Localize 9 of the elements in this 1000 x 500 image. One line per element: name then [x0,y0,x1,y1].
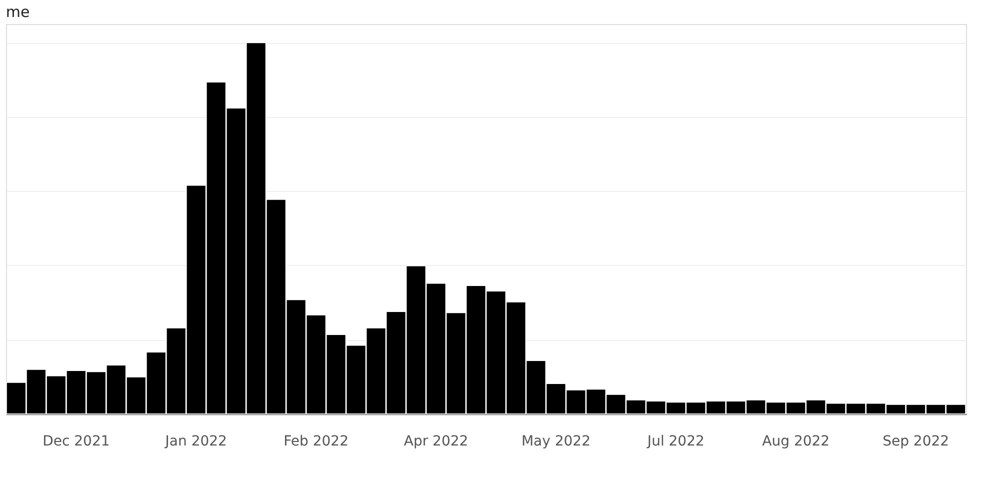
x-tick-label: Feb 2022 [284,434,349,450]
x-tick-label: Aug 2022 [762,434,830,450]
chart-title: me [6,3,30,21]
x-tick-label: Apr 2022 [404,434,468,450]
x-tick-label: Jan 2022 [164,434,227,450]
x-tick-label: Jul 2022 [646,434,704,450]
x-tick-label: Dec 2021 [42,434,110,450]
x-tick-label: May 2022 [521,434,590,450]
x-tick-label: Sep 2022 [882,434,950,450]
